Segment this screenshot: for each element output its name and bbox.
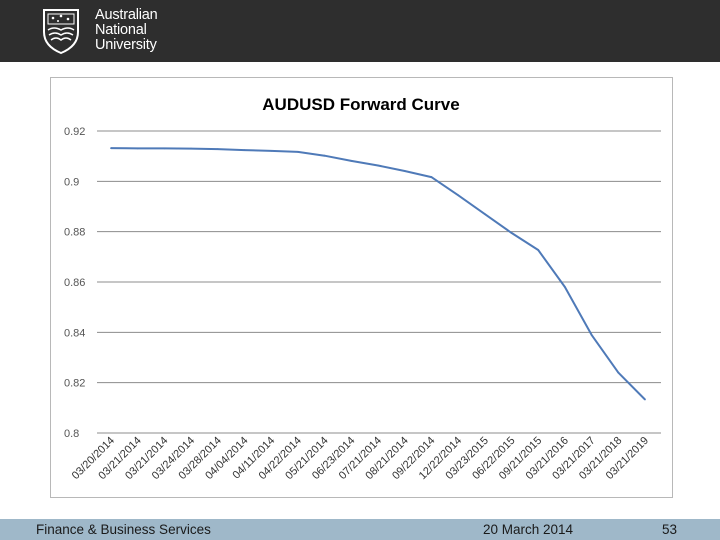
university-wordmark: Australian National University (95, 8, 215, 53)
data-point (136, 147, 139, 150)
series-line (110, 147, 646, 401)
data-point (457, 194, 459, 197)
footer-date: 20 March 2014 (483, 522, 574, 537)
y-tick-label: 0.88 (64, 227, 85, 239)
data-point (270, 149, 273, 152)
y-tick-label: 0.84 (64, 327, 85, 339)
wordmark-line: University (95, 37, 157, 53)
chart-title: AUDUSD Forward Curve (262, 95, 459, 114)
footer-bar: Finance & Business Services 20 March 201… (0, 519, 720, 540)
data-point (483, 213, 486, 215)
footer-page-number: 53 (662, 522, 678, 537)
data-point (297, 150, 299, 153)
data-point (617, 371, 620, 374)
data-point (190, 147, 193, 150)
wordmark-line: National (95, 22, 147, 38)
chart-frame: AUDUSD Forward Curve 0.92 0.9 0.88 0.86 0.84… (50, 77, 673, 498)
data-point (163, 147, 166, 150)
data-point (403, 170, 406, 172)
data-point (377, 164, 379, 167)
data-point (510, 232, 513, 234)
data-point (537, 249, 540, 251)
y-tick-label: 0.9 (64, 176, 79, 188)
data-point (110, 147, 112, 150)
data-point (644, 398, 646, 401)
data-point (564, 286, 566, 288)
data-point (430, 176, 433, 178)
forward-curve-chart: AUDUSD Forward Curve 0.92 0.9 0.88 0.86 0.84… (64, 95, 661, 482)
anu-crest-logo (43, 9, 79, 55)
y-tick-label: 0.92 (64, 126, 85, 138)
data-point (590, 333, 593, 336)
y-tick-label: 0.82 (64, 378, 85, 390)
y-tick-label: 0.8 (64, 428, 79, 440)
wordmark-line: Australian (95, 7, 158, 23)
y-tick-label: 0.86 (64, 277, 85, 289)
data-point (243, 149, 246, 152)
header-bar: Australian National University (0, 0, 720, 62)
footer-department: Finance & Business Services (36, 522, 211, 537)
data-point (350, 160, 353, 162)
data-point (216, 148, 219, 151)
data-point (323, 154, 326, 157)
